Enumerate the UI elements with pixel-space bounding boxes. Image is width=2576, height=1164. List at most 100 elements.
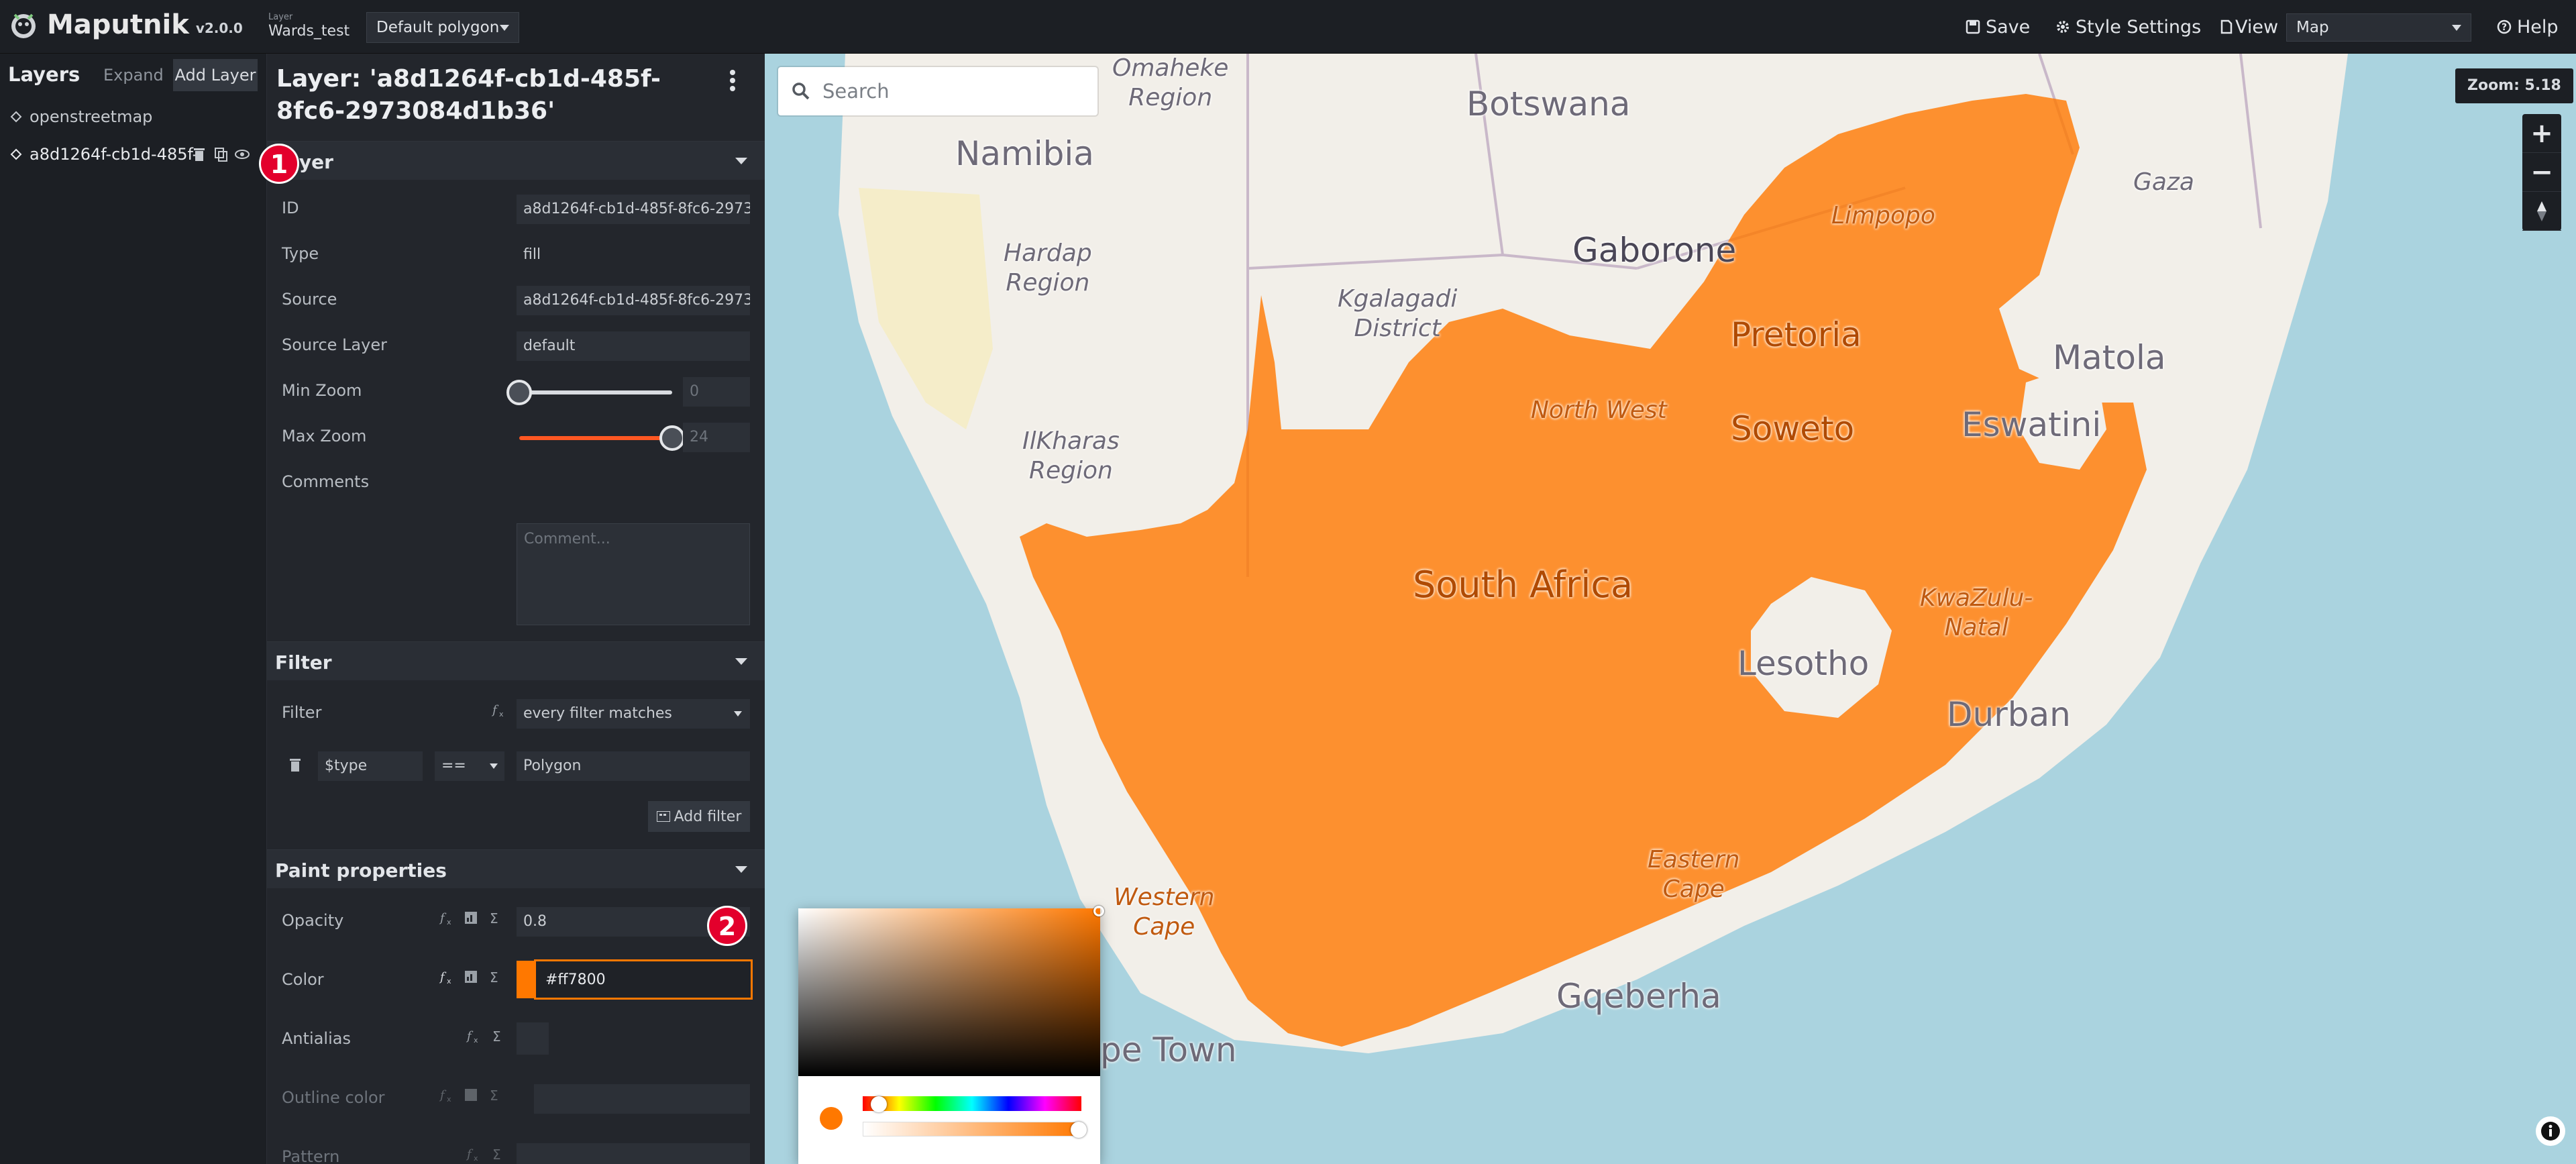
svg-text:x: x	[474, 1036, 478, 1044]
sigma-icon[interactable]: Σ	[487, 1087, 503, 1103]
add-filter-row: Add filter	[267, 794, 765, 840]
trash-icon[interactable]	[288, 757, 302, 773]
layer-section-header[interactable]: Layer	[267, 141, 765, 180]
map-label-limpopo: Limpopo	[1831, 202, 1935, 229]
pattern-input[interactable]	[517, 1143, 750, 1164]
compass-button[interactable]	[2522, 192, 2561, 231]
data-function-icon[interactable]	[463, 910, 479, 926]
svg-text:f: f	[439, 911, 447, 925]
attribution-button[interactable]	[2536, 1116, 2565, 1146]
source-layer-input[interactable]: default	[517, 331, 750, 361]
map-label-hardap: Hardap Region	[1004, 240, 1092, 297]
svg-text:f: f	[466, 1029, 474, 1043]
layer-item-wards[interactable]: a8d1264f-cb1d-485f-	[0, 136, 266, 173]
map-label-gaza: Gaza	[2133, 168, 2194, 196]
antialias-checkbox[interactable]	[517, 1022, 549, 1055]
expand-button[interactable]: Expand	[103, 66, 164, 85]
source-input[interactable]: a8d1264f-cb1d-485f-8fc6-2973	[517, 286, 750, 315]
max-zoom-slider-handle[interactable]	[659, 425, 685, 451]
outline-color-input[interactable]	[534, 1084, 750, 1114]
filter-mode-value: every filter matches	[523, 705, 672, 722]
filter-operator-select[interactable]: ==	[435, 751, 504, 781]
saturation-handle[interactable]	[1093, 906, 1104, 916]
layer-editor-title: Layer: 'a8d1264f-cb1d-485f-8fc6-2973084d…	[276, 65, 661, 125]
map-label-kwazulu: KwaZulu- Natal	[1920, 584, 2033, 641]
help-label: Help	[2517, 16, 2559, 38]
alpha-slider-handle[interactable]	[1071, 1122, 1087, 1138]
min-zoom-input[interactable]: 0	[683, 377, 750, 407]
help-button[interactable]: ? Help	[2497, 12, 2559, 42]
paint-section-header[interactable]: Paint properties	[267, 849, 765, 888]
filter-operator-value: ==	[441, 757, 466, 774]
sigma-icon[interactable]: Σ	[490, 1028, 506, 1044]
svg-text:f: f	[466, 1147, 474, 1161]
layer-diamond-icon	[10, 148, 22, 160]
min-zoom-slider-track[interactable]	[519, 390, 672, 394]
chevron-down-icon	[735, 158, 747, 164]
zoom-in-button[interactable]: +	[2522, 114, 2561, 153]
id-input[interactable]: a8d1264f-cb1d-485f-8fc6-2973	[517, 195, 750, 224]
filter-key-input[interactable]: $type	[318, 751, 423, 781]
hue-slider-handle[interactable]	[871, 1096, 887, 1112]
more-vertical-icon[interactable]	[726, 67, 739, 94]
add-layer-button[interactable]: Add Layer	[173, 59, 258, 91]
map-search-box[interactable]: Search	[778, 67, 1097, 115]
svg-text:x: x	[447, 977, 451, 985]
add-filter-button[interactable]: Add filter	[648, 801, 750, 832]
zoom-out-button[interactable]: −	[2522, 153, 2561, 192]
hue-slider[interactable]	[863, 1096, 1081, 1111]
max-zoom-input[interactable]: 24	[683, 423, 750, 452]
filter-mode-select[interactable]: every filter matches	[517, 699, 750, 729]
map-label-durban: Durban	[1947, 695, 2071, 734]
callout-marker-2: 2	[707, 906, 747, 946]
zoom-level-readout: Zoom: 5.18	[2455, 68, 2573, 103]
app-logo[interactable]: Maputnik v2.0.0	[8, 9, 243, 40]
map-label-botswana: Botswana	[1466, 85, 1631, 123]
view-button[interactable]: View	[2220, 12, 2278, 42]
filter-value-input[interactable]: Polygon	[517, 751, 750, 781]
style-settings-button[interactable]: Style Settings	[2055, 12, 2201, 42]
sigma-icon[interactable]: Σ	[490, 1146, 506, 1162]
layer-list-panel: Layers Expand Add Layer openstreetmap a8…	[0, 54, 267, 1164]
compass-icon	[2537, 201, 2546, 221]
duplicate-icon[interactable]	[213, 146, 228, 162]
filter-section-header[interactable]: Filter	[267, 641, 765, 680]
trash-icon[interactable]	[192, 146, 207, 162]
sigma-icon[interactable]: Σ	[487, 969, 503, 985]
sigma-icon[interactable]: Σ	[487, 910, 503, 926]
data-function-icon[interactable]	[463, 969, 479, 985]
floppy-disk-icon	[1966, 19, 1980, 34]
layer-item-actions	[192, 146, 250, 162]
save-button[interactable]: Save	[1966, 12, 2030, 42]
color-input[interactable]: #ff7800	[534, 959, 753, 1000]
paint-section-title: Paint properties	[275, 859, 447, 882]
svg-text:f: f	[439, 1088, 447, 1102]
data-function-icon[interactable]	[463, 1087, 479, 1103]
comments-row: Comments	[267, 459, 765, 505]
color-swatch[interactable]	[517, 961, 534, 998]
comments-textarea[interactable]: Comment...	[517, 523, 750, 625]
alpha-slider[interactable]	[863, 1122, 1081, 1136]
view-mode-select[interactable]: Map	[2286, 13, 2471, 42]
app-name: Maputnik	[47, 9, 189, 40]
search-icon	[792, 83, 810, 100]
layer-type-select[interactable]: Default polygon	[366, 12, 519, 43]
color-label: Color	[282, 970, 324, 989]
max-zoom-slider-track[interactable]	[519, 436, 672, 440]
eye-icon[interactable]	[235, 146, 250, 162]
min-zoom-slider-handle[interactable]	[506, 380, 532, 405]
layer-item-openstreetmap[interactable]: openstreetmap	[0, 98, 266, 136]
svg-text:?: ?	[2502, 22, 2507, 33]
saturation-value-area[interactable]	[798, 908, 1100, 1076]
